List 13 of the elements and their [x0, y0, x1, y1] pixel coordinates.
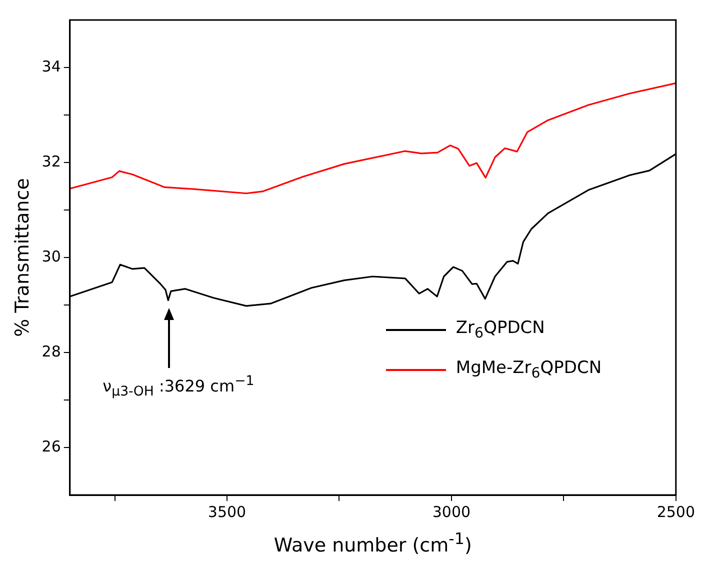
y-axis-title: % Transmittance	[11, 178, 34, 337]
x-axis-title: Wave number (cm$^{-1}$)	[272, 529, 473, 556]
y-tick-label: 28	[42, 342, 61, 360]
y-tick-label: 26	[42, 437, 61, 456]
y-tick-label: 30	[42, 247, 61, 266]
annotation: ν$_{μ3-OH}$ :3629 cm$^{−1}$	[102, 374, 254, 400]
x-tick-label: 3500	[208, 502, 246, 521]
legend-label: Zr$_{6}$QPDCN	[456, 318, 545, 342]
y-tick-label: 32	[42, 152, 61, 170]
y-tick-label: 34	[42, 57, 61, 76]
x-tick-label: 3000	[432, 502, 471, 521]
legend-label: MgMe-Zr$_{6}$QPDCN	[456, 358, 602, 382]
x-tick-label: 2500	[656, 502, 696, 521]
